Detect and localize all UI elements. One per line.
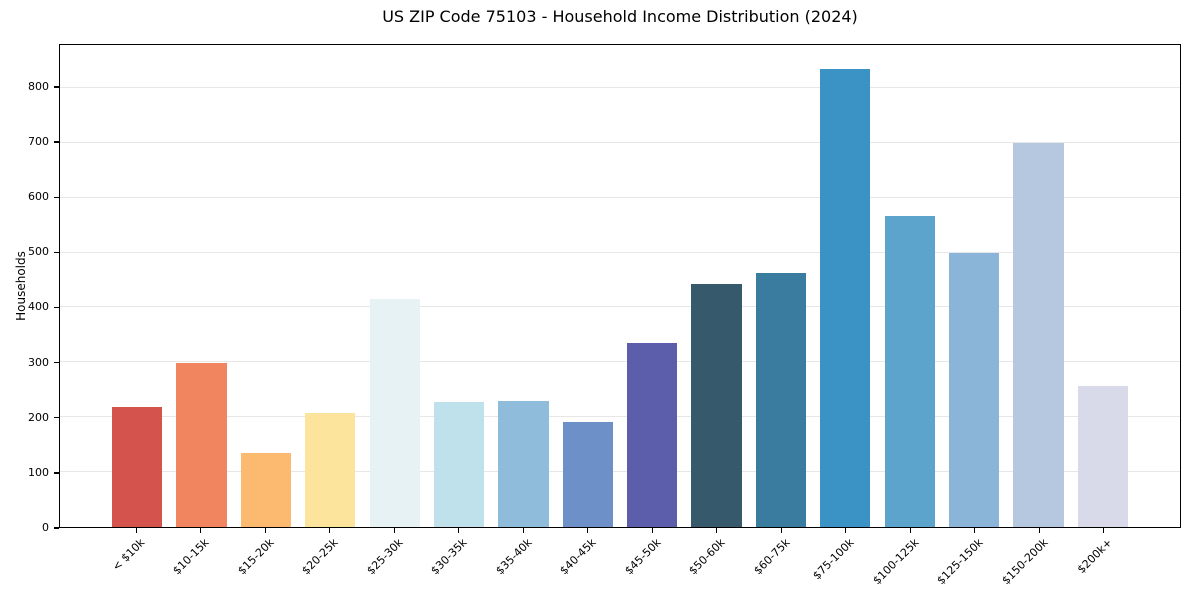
bar-slot-15 [1071, 45, 1135, 527]
x-tick-mark-4 [393, 528, 395, 533]
bar-slot-9 [684, 45, 748, 527]
y-tick-mark-100 [54, 472, 59, 474]
x-tick-label-5: $30-35k [428, 536, 470, 578]
y-tick-label-700: 700 [28, 135, 49, 149]
bar-slot-14 [1006, 45, 1070, 527]
x-tick-label-1: $10-15k [170, 536, 212, 578]
bar-slot-4 [363, 45, 427, 527]
bar-slot-6 [491, 45, 555, 527]
x-tick-label-3: $20-25k [299, 536, 341, 578]
x-tick-label-10: $60-75k [751, 536, 793, 578]
x-tick-mark-9 [716, 528, 718, 533]
bar-$50-60k [691, 284, 742, 527]
bar-< $10k [112, 407, 163, 527]
bar-$100-125k [884, 215, 935, 527]
y-tick-mark-600 [54, 196, 59, 198]
x-tick-label-14: $150-200k [999, 536, 1051, 588]
x-tick-label-11: $75-100k [810, 536, 857, 583]
x-tick-mark-12 [909, 528, 911, 533]
y-tick-label-800: 800 [28, 79, 49, 93]
y-tick-mark-300 [54, 361, 59, 364]
x-tick-label-8: $45-50k [622, 536, 664, 578]
y-tick-label-500: 500 [28, 245, 49, 259]
bar-slot-2 [234, 45, 298, 527]
y-tick-label-400: 400 [28, 300, 49, 314]
plot-area [59, 44, 1181, 528]
bar-slot-7 [556, 45, 620, 527]
y-tick-mark-700 [54, 141, 59, 143]
x-tick-mark-2 [264, 528, 266, 533]
bar-$200k+ [1077, 385, 1128, 527]
x-tick-mark-14 [1038, 528, 1040, 533]
x-tick-label-4: $25-30k [364, 536, 406, 578]
x-tick-mark-8 [651, 528, 653, 533]
x-tick-mark-15 [1103, 528, 1105, 533]
bar-slot-5 [427, 45, 491, 527]
bar-slot-10 [749, 45, 813, 527]
x-tick-label-13: $125-150k [934, 536, 986, 588]
gridline-800 [60, 86, 1180, 88]
y-tick-label-100: 100 [28, 465, 49, 479]
x-tick-label-9: $50-60k [686, 536, 728, 578]
x-tick-mark-7 [587, 528, 589, 533]
bar-$15-20k [240, 453, 292, 527]
x-tick-mark-1 [200, 528, 202, 533]
gridline-600 [60, 196, 1180, 198]
y-tick-mark-500 [54, 251, 59, 254]
bar-slot-11 [813, 45, 877, 527]
bar-$60-75k [755, 272, 807, 527]
y-tick-mark-0 [54, 527, 59, 529]
gridline-300 [60, 361, 1180, 363]
bar-$150-200k [1013, 143, 1064, 527]
gridline-400 [60, 306, 1180, 308]
bar-slot-1 [169, 45, 233, 527]
bar-$25-30k [369, 298, 420, 527]
chart-title: US ZIP Code 75103 - Household Income Dis… [382, 7, 858, 26]
bar-slot-13 [942, 45, 1006, 527]
bar-slot-12 [878, 45, 942, 527]
y-tick-mark-400 [54, 306, 59, 309]
y-tick-mark-200 [54, 417, 59, 419]
bar-$125-150k [948, 252, 1000, 527]
bar-$35-40k [498, 400, 549, 527]
bar-slot-3 [298, 45, 362, 527]
x-tick-label-15: $200k+ [1074, 536, 1115, 577]
bar-$20-25k [305, 412, 356, 527]
x-tick-label-7: $40-45k [557, 536, 599, 578]
y-tick-label-600: 600 [28, 190, 49, 204]
x-tick-mark-0 [135, 528, 137, 533]
x-tick-mark-5 [458, 528, 460, 533]
x-tick-label-0: < $10k [109, 536, 148, 574]
bar-$75-100k [820, 69, 871, 527]
y-tick-label-200: 200 [28, 410, 49, 424]
bar-$10-15k [176, 362, 227, 527]
x-tick-mark-13 [974, 528, 976, 533]
x-tick-mark-11 [845, 528, 847, 533]
x-tick-label-6: $35-40k [493, 536, 535, 578]
x-tick-mark-3 [329, 528, 331, 533]
x-tick-label-12: $100-125k [870, 536, 922, 588]
gridline-700 [60, 141, 1180, 143]
bar-$30-35k [433, 401, 485, 527]
gridline-200 [60, 416, 1180, 418]
y-tick-label-0: 0 [42, 521, 49, 534]
gridline-100 [60, 471, 1180, 473]
x-tick-label-2: $15-20k [235, 536, 277, 578]
y-tick-label-300: 300 [28, 355, 49, 369]
gridline-500 [60, 251, 1180, 253]
bar-slot-0 [105, 45, 169, 527]
x-tick-mark-10 [780, 528, 782, 533]
bar-$45-50k [627, 343, 678, 527]
bars-container [60, 45, 1180, 527]
x-tick-mark-6 [522, 528, 524, 533]
bar-$40-45k [562, 422, 613, 527]
y-tick-mark-800 [54, 86, 59, 88]
bar-slot-8 [620, 45, 684, 527]
